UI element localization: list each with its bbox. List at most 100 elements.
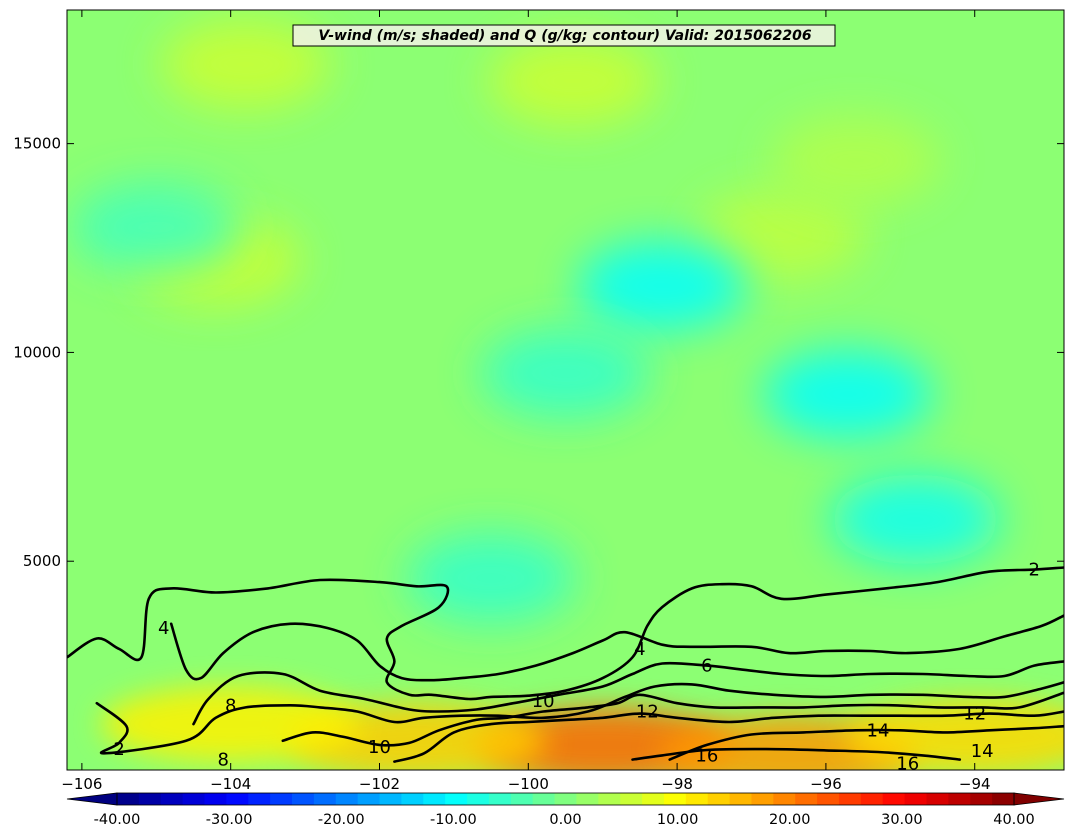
x-tick-label: −104 bbox=[210, 775, 251, 793]
colorbar: -40.00 -30.00 -20.00 -10.00 0.00 10.00 20.00 30… bbox=[66, 792, 1065, 828]
contour-label: 4 bbox=[634, 639, 645, 660]
contour-line-14 bbox=[668, 724, 1064, 761]
shaded-feature bbox=[480, 328, 651, 419]
x-axis: −106 −104 −102 −100 −98 −96 −94 bbox=[61, 10, 991, 793]
colorbar-tick-label: -30.00 bbox=[206, 812, 253, 828]
contour-line-2 bbox=[67, 566, 1064, 701]
contour-label: 8 bbox=[225, 695, 236, 716]
shaded-feature bbox=[763, 349, 934, 440]
colorbar-segment bbox=[117, 793, 140, 805]
colorbar-tick-label: 20.00 bbox=[769, 812, 811, 828]
colorbar-segment bbox=[795, 793, 818, 805]
colorbar-segment bbox=[248, 793, 271, 805]
colorbar-segment bbox=[292, 793, 315, 805]
contour-line-16 bbox=[631, 747, 962, 761]
colorbar-extend-max bbox=[1013, 792, 1065, 806]
contour-line-12 bbox=[393, 710, 1064, 763]
contour-label: 16 bbox=[896, 754, 919, 775]
colorbar-segment bbox=[663, 793, 687, 805]
x-tick-label: −94 bbox=[959, 775, 991, 793]
contour-label: 6 bbox=[701, 656, 712, 677]
colorbar-segment bbox=[510, 793, 534, 805]
contour-label: 4 bbox=[158, 618, 169, 639]
colorbar-tick-label: -10.00 bbox=[430, 812, 477, 828]
colorbar-segment bbox=[532, 793, 556, 805]
x-tick-label: −102 bbox=[359, 775, 400, 793]
plot-frame bbox=[66, 9, 1065, 771]
colorbar-segment bbox=[707, 793, 731, 805]
colorbar-segment bbox=[882, 793, 906, 805]
colorbar-tick-label: -40.00 bbox=[94, 812, 141, 828]
colorbar-extend-min bbox=[66, 792, 118, 806]
plot-area: 2 2 4 4 6 8 8 10 10 12 12 14 14 16 16 bbox=[66, 9, 1065, 775]
y-tick-label: 10000 bbox=[13, 343, 61, 361]
colorbar-segment bbox=[335, 793, 359, 805]
colorbar-segment bbox=[992, 793, 1015, 805]
contour-lines bbox=[67, 566, 1064, 763]
colorbar-tick-label: 10.00 bbox=[657, 812, 699, 828]
colorbar-segment bbox=[904, 793, 928, 805]
colorbar-segment bbox=[204, 793, 227, 805]
contour-label: 12 bbox=[963, 704, 986, 725]
colorbar-segment bbox=[445, 793, 468, 805]
contour-label: 16 bbox=[695, 745, 718, 766]
x-tick-label: −106 bbox=[61, 775, 102, 793]
shaded-feature bbox=[71, 182, 242, 273]
colorbar-segment bbox=[970, 793, 993, 805]
colorbar-segment bbox=[948, 793, 971, 805]
contour-labels: 2 2 4 4 6 8 8 10 10 12 12 14 14 16 16 bbox=[113, 560, 1040, 775]
chart-title: V-wind (m/s; shaded) and Q (g/kg; contou… bbox=[318, 28, 811, 44]
colorbar-segment bbox=[138, 793, 162, 805]
colorbar-segment bbox=[357, 793, 381, 805]
colorbar-segment bbox=[226, 793, 249, 805]
colorbar-segment bbox=[838, 793, 862, 805]
contour-label: 14 bbox=[867, 720, 890, 741]
contour-label: 14 bbox=[971, 741, 994, 762]
colorbar-segment bbox=[379, 793, 403, 805]
shaded-feature bbox=[830, 474, 1001, 565]
colorbar-segment bbox=[598, 793, 621, 805]
shaded-feature bbox=[770, 115, 941, 206]
x-tick-label: −96 bbox=[810, 775, 842, 793]
colorbar-tick-label: 40.00 bbox=[993, 812, 1035, 828]
colorbar-tick-label: 0.00 bbox=[549, 812, 581, 828]
colorbar-segment bbox=[620, 793, 643, 805]
colorbar-segment bbox=[751, 793, 774, 805]
chart-title-box: V-wind (m/s; shaded) and Q (g/kg; contou… bbox=[292, 24, 836, 47]
colorbar-segment bbox=[313, 793, 337, 805]
contour-label: 12 bbox=[636, 702, 659, 723]
contour-line-10 bbox=[281, 691, 1064, 747]
colorbar-segment bbox=[488, 793, 512, 805]
colorbar-segment bbox=[773, 793, 796, 805]
shaded-feature bbox=[160, 19, 331, 110]
colorbar-segment bbox=[160, 793, 184, 805]
shaded-feature bbox=[406, 532, 577, 623]
colorbar-segment bbox=[467, 793, 490, 805]
x-tick-label: −98 bbox=[661, 775, 693, 793]
colorbar-segment bbox=[182, 793, 206, 805]
title-background bbox=[292, 24, 836, 47]
colorbar-tick-label: -20.00 bbox=[318, 812, 365, 828]
shaded-feature bbox=[577, 240, 748, 331]
contour-line-4 bbox=[169, 614, 1064, 682]
colorbar-segment bbox=[642, 793, 665, 805]
colorbar-segment bbox=[817, 793, 840, 805]
contour-label: 10 bbox=[532, 691, 555, 712]
y-tick-label: 5000 bbox=[23, 552, 61, 570]
y-tick-label: 15000 bbox=[13, 135, 61, 153]
colorbar-segment bbox=[270, 793, 293, 805]
contour-label: 10 bbox=[368, 737, 391, 758]
contour-line-6 bbox=[192, 660, 1064, 726]
colorbar-segment bbox=[401, 793, 424, 805]
shaded-feature bbox=[696, 190, 867, 281]
colorbar-segment bbox=[554, 793, 578, 805]
colorbar-segment bbox=[685, 793, 709, 805]
colorbar-segment bbox=[926, 793, 949, 805]
contour-label: 2 bbox=[113, 739, 124, 760]
x-tick-label: −100 bbox=[508, 775, 549, 793]
contour-label: 8 bbox=[218, 750, 229, 771]
colorbar-segment bbox=[576, 793, 599, 805]
shaded-feature bbox=[487, 35, 658, 126]
colorbar-segment bbox=[729, 793, 753, 805]
